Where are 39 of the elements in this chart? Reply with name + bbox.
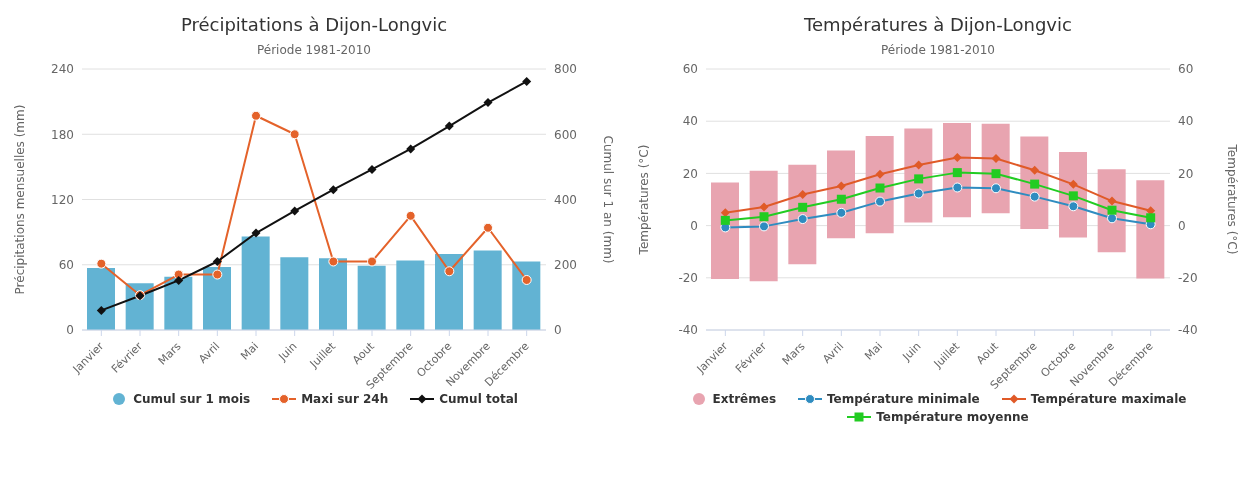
y-tick-label: -20: [678, 271, 698, 286]
y2-tick-label: 400: [554, 192, 577, 207]
y-tick-label: 120: [51, 192, 74, 207]
x-tick-label: Mai: [862, 339, 885, 363]
chart-title: Précipitations à Dijon-Longvic: [179, 14, 449, 35]
y2-tick-label: 0: [554, 323, 562, 338]
chart-title: Températures à Dijon-Longvic: [803, 14, 1073, 35]
legend-label: Température maximale: [1029, 392, 1187, 406]
y2-tick-label: 20: [1178, 166, 1194, 181]
y2-tick-label: 60: [1178, 62, 1194, 77]
legend-label: Température minimale: [826, 392, 980, 406]
legend-label: Cumul sur 1 mois: [132, 392, 251, 406]
y2-tick-label: 40: [1178, 114, 1194, 129]
legend-label: Extrêmes: [711, 392, 777, 406]
y2-tick-label: -40: [1178, 323, 1198, 338]
y2-tick-label: 800: [554, 62, 577, 77]
y-tick-label: 240: [51, 62, 74, 77]
y-axis-title: Précipitations mensuelles (mm): [13, 104, 28, 295]
y-tick-label: 0: [690, 218, 698, 233]
x-tick-label: Mai: [238, 339, 261, 363]
legend-label: Température moyenne: [875, 410, 1029, 424]
y-tick-label: 20: [682, 166, 698, 181]
legend-label: Maxi sur 24h: [300, 392, 389, 406]
y-tick-label: 40: [682, 114, 698, 129]
chart-subtitle: Période 1981-2010: [256, 43, 372, 57]
legend-label: Cumul total: [438, 392, 518, 406]
y-tick-label: 180: [51, 127, 74, 142]
y-axis-title: Températures (°C): [637, 144, 652, 256]
y-tick-label: -40: [678, 323, 698, 338]
y-tick-label: 0: [66, 323, 74, 338]
y2-tick-label: 600: [554, 127, 577, 142]
y2-tick-label: -20: [1178, 271, 1198, 286]
y-tick-label: 60: [682, 62, 698, 77]
y2-tick-label: 200: [554, 258, 577, 273]
chart-subtitle: Période 1981-2010: [880, 43, 996, 57]
y2-axis-title: Cumul sur 1 an (mm): [600, 135, 615, 264]
y2-tick-label: 0: [1178, 218, 1186, 233]
y-tick-label: 60: [58, 258, 74, 273]
y2-axis-title: Températures (°C): [1224, 143, 1239, 255]
